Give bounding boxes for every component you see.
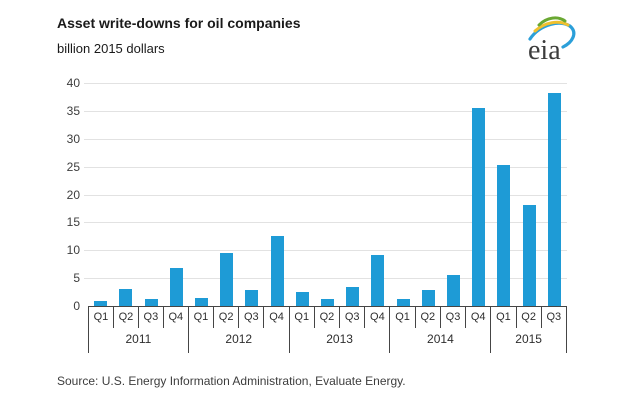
gridline <box>84 138 567 140</box>
year-group: Q1 Q2 Q3 2015 <box>491 307 567 353</box>
quarter-label: Q2 <box>214 307 240 328</box>
bar <box>447 275 461 306</box>
bar <box>396 298 410 306</box>
bar <box>321 299 334 306</box>
bar <box>421 289 435 306</box>
bar <box>270 235 284 306</box>
eia-logo-icon: eia <box>528 16 576 66</box>
chart-title: Asset write-downs for oil companies <box>57 15 301 31</box>
quarter-label: Q3 <box>546 311 562 323</box>
gridline <box>84 83 567 84</box>
eia-logo-text: eia <box>528 35 561 66</box>
quarter-label: Q2 <box>114 307 139 328</box>
quarter-label: Q4 <box>269 311 284 323</box>
gridline <box>84 166 567 168</box>
year-label: 2012 <box>225 332 253 346</box>
gridline <box>84 222 567 224</box>
eia-logo: eia <box>520 12 580 68</box>
quarter-label: Q2 <box>517 307 542 328</box>
quarter-label: Q2 <box>416 307 441 328</box>
bar <box>522 205 536 306</box>
bar <box>119 288 133 306</box>
source-note: Source: U.S. Energy Information Administ… <box>57 374 406 388</box>
x-axis: Q1 Q2 Q3 Q4 2011 Q1 Q2 Q3 Q4 2012 Q1 Q2 Q3 Q4 2013 Q1 Q2… <box>88 307 567 353</box>
chart-subtitle: billion 2015 dollars <box>57 41 165 56</box>
year-group: Q1 Q2 Q3 Q4 2013 <box>290 307 391 353</box>
quarter-label: Q1 <box>491 307 517 328</box>
gridline <box>84 110 567 112</box>
gridline <box>84 278 567 280</box>
quarter-label: Q1 <box>290 307 315 328</box>
quarter-label: Q3 <box>441 307 467 328</box>
year-group: Q1 Q2 Q3 Q4 2014 <box>390 307 492 353</box>
year-label: 2014 <box>427 332 454 346</box>
bar <box>295 292 309 306</box>
quarter-label: Q4 <box>168 311 184 323</box>
quarter-label: Q4 <box>470 311 486 323</box>
y-tick-label: 0 <box>73 299 80 313</box>
y-tick-label: 35 <box>66 103 80 118</box>
bar <box>472 107 486 306</box>
bar <box>547 93 561 306</box>
y-tick-label: 5 <box>73 271 80 286</box>
bar <box>144 299 158 306</box>
bar <box>94 300 108 306</box>
quarter-row: Q1 Q2 Q3 Q4 <box>290 307 390 328</box>
bar <box>220 253 234 306</box>
year-group: Q1 Q2 Q3 Q4 2011 <box>88 307 189 353</box>
bar <box>169 268 183 306</box>
bar <box>194 298 208 306</box>
quarter-label: Q1 <box>390 307 416 328</box>
quarter-row: Q1 Q2 Q3 Q4 <box>89 307 188 328</box>
gridline <box>84 194 567 196</box>
quarter-label: Q1 <box>189 307 215 328</box>
y-tick-label: 10 <box>66 243 80 258</box>
quarter-label: Q3 <box>340 307 366 328</box>
y-tick-label: 25 <box>66 159 80 174</box>
quarter-label: Q3 <box>239 307 265 328</box>
bar <box>371 255 385 306</box>
year-label: 2011 <box>125 332 152 346</box>
bar <box>346 287 360 306</box>
y-tick-label: 30 <box>66 131 80 146</box>
quarter-row: Q1 Q2 Q3 Q4 <box>189 307 289 328</box>
bar <box>497 164 511 306</box>
quarter-label: Q4 <box>370 311 385 323</box>
quarter-label: Q2 <box>315 307 341 328</box>
year-label: 2013 <box>326 332 353 346</box>
quarter-label: Q1 <box>89 307 114 328</box>
quarter-row: Q1 Q2 Q3 Q4 <box>390 307 490 328</box>
quarter-label: Q3 <box>139 307 164 328</box>
y-tick-label: 20 <box>66 187 80 202</box>
quarter-row: Q1 Q2 Q3 <box>491 307 566 328</box>
plot-area <box>84 83 567 307</box>
bar <box>245 289 259 306</box>
y-tick-label: 40 <box>66 76 80 90</box>
year-group: Q1 Q2 Q3 Q4 2012 <box>189 307 290 353</box>
gridline <box>84 250 567 252</box>
y-tick-label: 15 <box>66 215 80 230</box>
year-label: 2015 <box>515 332 542 346</box>
